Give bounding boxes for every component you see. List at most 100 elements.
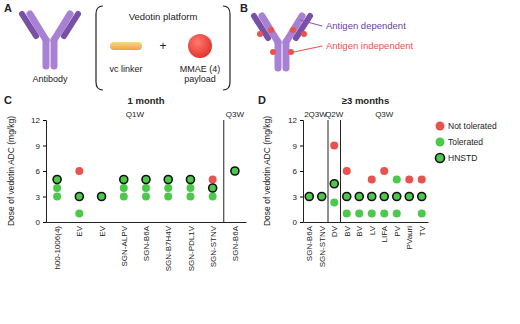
tick-label: EV bbox=[98, 225, 107, 236]
tick-mark bbox=[43, 146, 46, 147]
panel-letter: D bbox=[258, 94, 266, 106]
legend-swatch bbox=[436, 154, 445, 163]
y-tick: 3 bbox=[36, 193, 46, 202]
dose-point bbox=[368, 210, 376, 218]
y-axis: 036912 bbox=[31, 116, 46, 227]
antibody-stem bbox=[275, 42, 282, 68]
panel-letter: A bbox=[4, 2, 12, 14]
dose-point bbox=[53, 176, 61, 184]
y-tick: 0 bbox=[36, 218, 46, 227]
dose-point bbox=[75, 193, 83, 201]
tick-mark bbox=[300, 171, 303, 172]
tick-label: SGN-PDL1V bbox=[187, 225, 196, 271]
dose-point bbox=[380, 193, 388, 201]
x-tick: TV bbox=[418, 222, 427, 236]
dose-point bbox=[330, 142, 338, 150]
y-tick: 9 bbox=[36, 142, 46, 151]
tick-label: PVauri bbox=[405, 226, 414, 250]
dose-point bbox=[418, 210, 426, 218]
dose-point bbox=[368, 193, 376, 201]
dose-point bbox=[186, 176, 194, 184]
dose-point bbox=[405, 193, 413, 201]
y-tick: 0 bbox=[293, 218, 303, 227]
tick-label: SGN-B6A bbox=[305, 225, 314, 261]
tick-mark bbox=[300, 197, 303, 198]
linker-label: vc linker bbox=[109, 64, 142, 74]
dose-point bbox=[368, 176, 376, 184]
payload-dot bbox=[301, 31, 307, 37]
tick-label: TV bbox=[418, 225, 427, 236]
x-axis: h00-1006(4)EVEVSGN-ALPVSGN-B6ASGN-B7H4VS… bbox=[47, 222, 247, 271]
x-axis: SGN-B6A SGN-STNVDV BVBV LVLIFA PVPVauri TV bbox=[304, 222, 429, 267]
antibody-light-chain bbox=[254, 16, 268, 38]
tick-label: SGN-STNV bbox=[318, 225, 327, 267]
legend: Not toleratedToleratedHNSTD bbox=[436, 121, 497, 163]
tick-label: 12 bbox=[288, 116, 297, 125]
dose-point bbox=[120, 176, 128, 184]
dose-point bbox=[393, 193, 401, 201]
tick-mark bbox=[43, 197, 46, 198]
tick-mark bbox=[300, 222, 303, 223]
dose-point bbox=[120, 193, 128, 201]
x-tick: SGN-B7H4V bbox=[164, 222, 173, 271]
x-tick: DV bbox=[330, 222, 339, 237]
x-tick: EV bbox=[98, 222, 107, 237]
dose-point bbox=[305, 193, 313, 201]
panel-letter: B bbox=[240, 2, 248, 14]
tick-label: 3 bbox=[293, 193, 298, 202]
y-axis-title: Dose of vedotin ADC (mg/kg) bbox=[6, 116, 16, 226]
axis-line bbox=[304, 222, 429, 223]
tick-label: SGN-B6A bbox=[142, 225, 151, 261]
x-tick: SGN-B6A bbox=[142, 222, 151, 261]
panel-letter: C bbox=[4, 94, 12, 106]
chart-title: ≥3 months bbox=[342, 95, 389, 106]
dose-point bbox=[330, 198, 338, 206]
dose-point bbox=[231, 167, 239, 175]
tick-label: EV bbox=[75, 225, 84, 236]
x-tick: LIFA bbox=[380, 222, 389, 242]
antibody-stem bbox=[51, 40, 58, 66]
legend-swatch bbox=[436, 138, 445, 147]
tick-mark bbox=[43, 120, 46, 121]
dose-point bbox=[142, 176, 150, 184]
x-tick: SGN-B6A bbox=[305, 222, 314, 261]
panel-c: C1 monthDose of vedotin ADC (mg/kg)03691… bbox=[4, 94, 247, 271]
x-tick: SGN-B6A bbox=[231, 222, 240, 261]
dose-point bbox=[98, 193, 106, 201]
x-tick: LV bbox=[368, 222, 377, 235]
figure-svg: AAntibodyVedotin platform+vc linkerMMAE … bbox=[0, 0, 520, 324]
x-tick: PV bbox=[393, 222, 402, 237]
y-tick: 9 bbox=[293, 142, 303, 151]
panel-d: D≥3 monthsDose of vedotin ADC (mg/kg)036… bbox=[258, 94, 497, 267]
dose-point bbox=[142, 184, 150, 192]
y-tick: 12 bbox=[31, 116, 46, 125]
dose-point bbox=[343, 193, 351, 201]
group-label: Q3W bbox=[375, 110, 394, 119]
y-tick: 3 bbox=[293, 193, 303, 202]
dose-point bbox=[164, 184, 172, 192]
callout-line bbox=[300, 20, 322, 26]
legend-label: HNSTD bbox=[448, 153, 477, 163]
tick-label: 3 bbox=[36, 193, 41, 202]
dose-point bbox=[355, 193, 363, 201]
x-tick: SGN-PDL1V bbox=[187, 222, 196, 271]
dose-point bbox=[75, 167, 83, 175]
tick-mark bbox=[300, 146, 303, 147]
x-tick: SGN-STNV bbox=[209, 222, 218, 267]
dose-point bbox=[380, 210, 388, 218]
tick-label: BV bbox=[343, 225, 352, 236]
tick-label: BV bbox=[355, 225, 364, 236]
tick-mark bbox=[43, 222, 46, 223]
dose-point bbox=[393, 210, 401, 218]
payload-label: MMAE (4) bbox=[180, 64, 221, 74]
chart-title: 1 month bbox=[128, 95, 165, 106]
callout-label: Antigen dependent bbox=[326, 20, 406, 31]
dose-point bbox=[393, 176, 401, 184]
payload-dot bbox=[290, 27, 296, 33]
tick-mark bbox=[43, 171, 46, 172]
dose-point bbox=[164, 193, 172, 201]
panel-b: BAntigen dependentAntigen independent bbox=[240, 2, 414, 68]
tick-label: 6 bbox=[293, 167, 298, 176]
dose-point bbox=[53, 193, 61, 201]
tick-label: SGN-ALPV bbox=[120, 225, 129, 266]
